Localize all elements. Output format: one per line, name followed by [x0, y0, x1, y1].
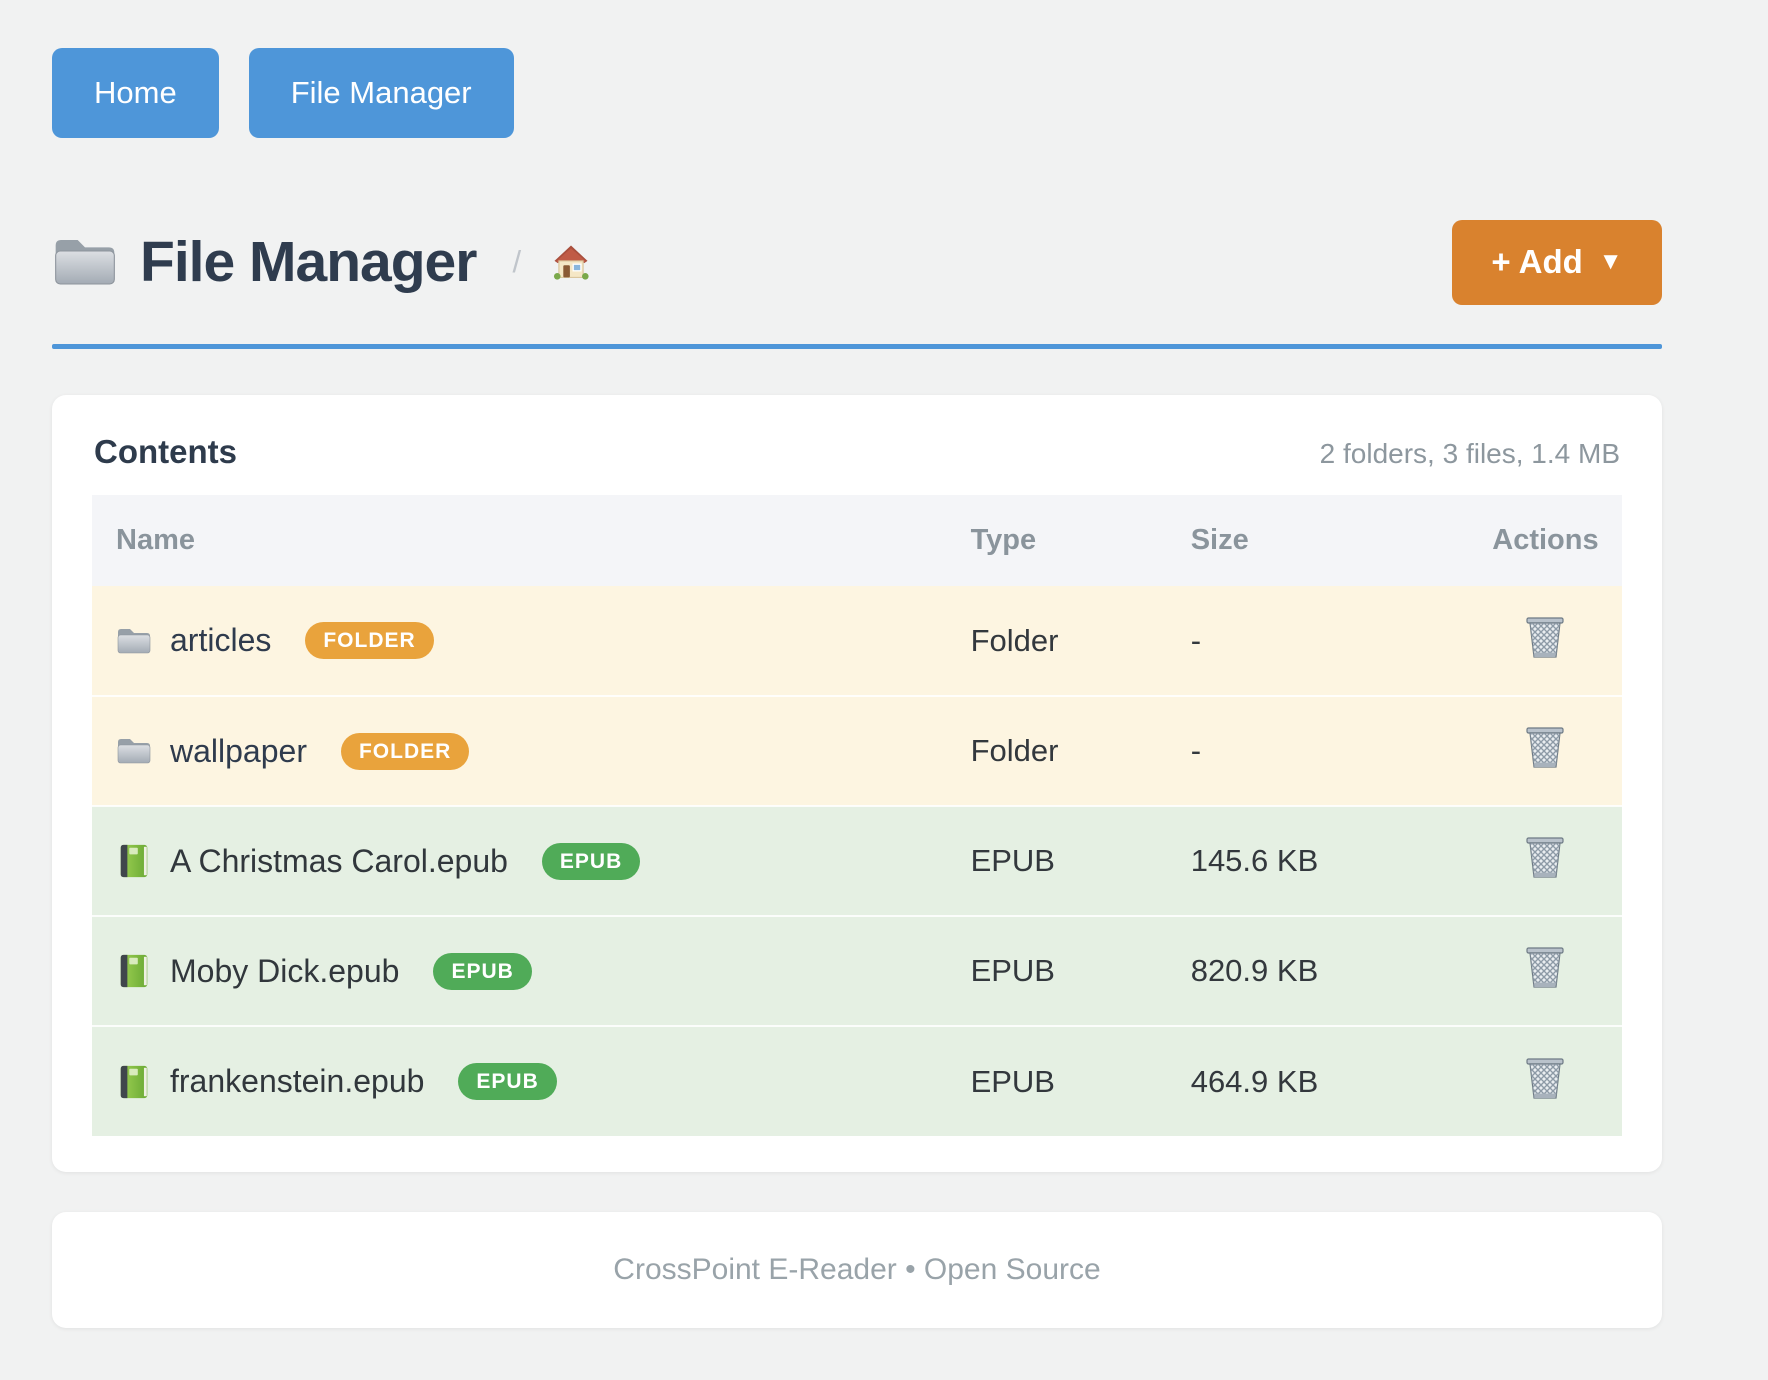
wastebasket-icon	[1526, 1057, 1565, 1099]
contents-table: Name Type Size Actions	[92, 495, 1622, 1136]
top-nav: Home File Manager	[52, 48, 1662, 138]
type-badge: EPUB	[458, 1063, 557, 1100]
type-cell: EPUB	[970, 953, 1055, 988]
type-cell: EPUB	[970, 1063, 1055, 1099]
table-header-row: Name Type Size Actions	[92, 495, 1622, 586]
item-name[interactable]: wallpaper	[170, 732, 307, 769]
column-header-name: Name	[92, 495, 971, 586]
size-cell: -	[1190, 733, 1202, 768]
contents-summary: 2 folders, 3 files, 1.4 MB	[1319, 438, 1620, 469]
item-name[interactable]: frankenstein.epub	[170, 1063, 425, 1099]
type-cell: Folder	[970, 622, 1059, 658]
item-name[interactable]: articles	[170, 622, 272, 658]
item-name[interactable]: Moby Dick.epub	[170, 952, 400, 989]
header-divider	[52, 344, 1662, 349]
page-title: File Manager	[140, 230, 477, 294]
wastebasket-icon	[1526, 947, 1565, 988]
wastebasket-icon	[1526, 727, 1565, 768]
size-cell: 820.9 KB	[1190, 953, 1319, 988]
green-book-icon	[120, 844, 148, 878]
type-badge: EPUB	[541, 842, 641, 880]
card-header: Contents 2 folders, 3 files, 1.4 MB	[92, 425, 1622, 495]
column-header-type: Type	[970, 495, 1191, 586]
folder-icon	[117, 628, 151, 653]
folder-icon	[117, 739, 151, 764]
type-cell: Folder	[970, 733, 1059, 768]
page-header: File Manager / + Add ▼	[52, 210, 1662, 314]
delete-button[interactable]	[1521, 722, 1569, 774]
type-badge: EPUB	[433, 952, 532, 990]
green-book-icon	[120, 954, 148, 988]
item-name[interactable]: A Christmas Carol.epub	[170, 842, 508, 879]
type-cell: EPUB	[970, 843, 1055, 878]
folder-row: wallpaper FOLDER Folder -	[92, 696, 1622, 806]
delete-button[interactable]	[1521, 832, 1569, 884]
breadcrumb-separator: /	[512, 244, 522, 279]
type-badge: FOLDER	[340, 732, 470, 770]
page-container: Home File Manager File Manager / + Add ▼	[52, 0, 1662, 1328]
contents-card: Contents 2 folders, 3 files, 1.4 MB Name…	[52, 395, 1662, 1172]
delete-button[interactable]	[1521, 942, 1569, 994]
chevron-down-icon: ▼	[1598, 248, 1623, 275]
delete-button[interactable]	[1521, 612, 1569, 664]
size-cell: 145.6 KB	[1190, 843, 1319, 878]
add-button[interactable]: + Add ▼	[1452, 219, 1662, 305]
file-row: A Christmas Carol.epub EPUB EPUB 145.6 K…	[92, 806, 1622, 916]
size-cell: -	[1190, 622, 1202, 658]
title-wrap: File Manager /	[52, 229, 593, 295]
size-cell: 464.9 KB	[1190, 1063, 1319, 1099]
folder-row: articles FOLDER Folder -	[92, 586, 1622, 696]
footer: CrossPoint E-Reader • Open Source	[52, 1212, 1662, 1328]
folder-icon	[55, 240, 115, 285]
column-header-actions: Actions	[1468, 495, 1622, 586]
house-icon[interactable]	[549, 240, 593, 284]
card-title: Contents	[94, 433, 237, 470]
wastebasket-icon	[1526, 616, 1565, 658]
nav-button-home[interactable]: Home	[52, 48, 219, 138]
footer-text: CrossPoint E-Reader • Open Source	[613, 1253, 1101, 1286]
nav-button-file-manager[interactable]: File Manager	[248, 48, 514, 138]
delete-button[interactable]	[1521, 1053, 1569, 1105]
column-header-size: Size	[1190, 495, 1469, 586]
green-book-icon	[120, 1065, 148, 1098]
type-badge: FOLDER	[305, 622, 434, 659]
file-row: Moby Dick.epub EPUB EPUB 820.9 KB	[92, 916, 1622, 1026]
add-button-label: + Add	[1491, 243, 1583, 280]
file-row: frankenstein.epub EPUB EPUB 464.9 KB	[92, 1026, 1622, 1136]
wastebasket-icon	[1526, 837, 1565, 878]
